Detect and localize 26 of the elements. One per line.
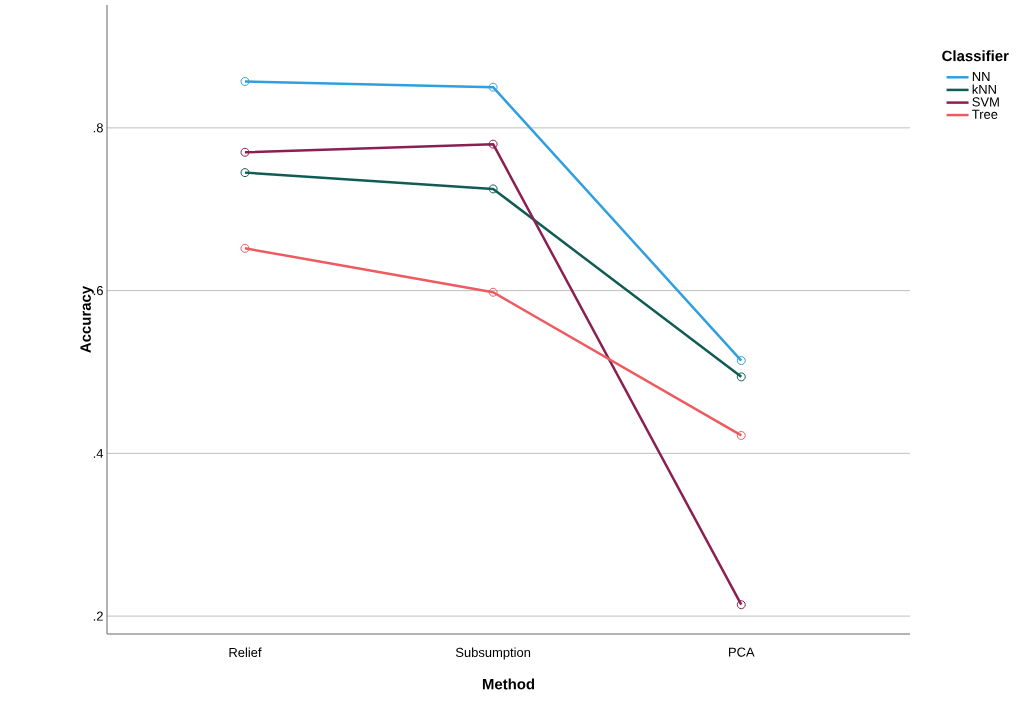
legend-label: kNN bbox=[972, 84, 996, 94]
legend-label: NN bbox=[972, 72, 990, 81]
point bbox=[488, 82, 498, 92]
y-tick-label: .2 bbox=[93, 611, 103, 621]
x-tick-label: Relief bbox=[229, 647, 262, 658]
point bbox=[736, 600, 746, 610]
point bbox=[736, 372, 746, 382]
x-tick-label: PCA bbox=[729, 647, 755, 657]
point bbox=[240, 243, 250, 253]
x-tick-label: Subsumption bbox=[455, 647, 531, 660]
legend-label: SVM bbox=[972, 97, 999, 107]
x-axis-title: Method bbox=[482, 678, 535, 690]
y-axis-title: Accuracy bbox=[80, 285, 94, 353]
point bbox=[736, 356, 746, 366]
point bbox=[488, 184, 498, 194]
point bbox=[488, 287, 498, 297]
y-tick-label: .4 bbox=[93, 448, 104, 458]
point bbox=[240, 147, 250, 157]
y-tick-label: .8 bbox=[93, 123, 103, 133]
point bbox=[240, 168, 250, 178]
legend-title: Classifier bbox=[942, 50, 1009, 62]
point bbox=[488, 139, 498, 149]
point bbox=[736, 430, 746, 440]
point bbox=[240, 77, 250, 86]
legend-label: Tree bbox=[972, 109, 998, 119]
y-tick-label: .6 bbox=[93, 286, 103, 296]
